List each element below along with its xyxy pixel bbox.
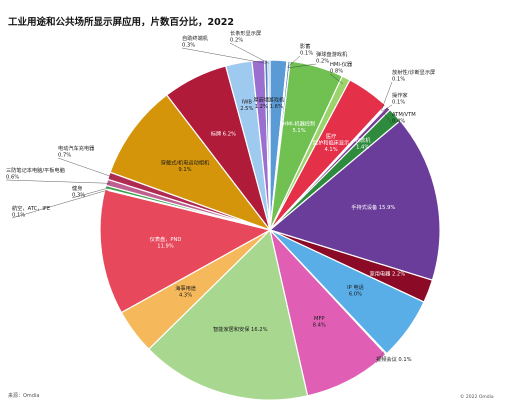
slice-label-8: 操作家 0.1% (392, 91, 408, 106)
leader-line-28 (229, 42, 270, 64)
slice-label-5: HMI-仪器 0.8% (330, 61, 353, 75)
leader-line-14 (375, 351, 385, 364)
slice-label-23: 穿戴式/机电运动相机 9.1% (161, 159, 210, 174)
slice-label-18: 仪表盘，PND 11.9% (150, 235, 182, 250)
leader-line-22 (57, 157, 113, 178)
chart-title: 工业用途和公共场所显示屏应用，片数百分比，2022 (8, 17, 234, 28)
slice-label-6: 医疗监护和临床显示 4.1% (313, 132, 349, 153)
leader-line-7 (381, 81, 393, 111)
slice-label-1: 游戏机 1.6% (269, 95, 285, 110)
pie-slices (99, 59, 441, 401)
slice-label-21: 三防笔记本电脑/平板电脑 0.6% (6, 166, 65, 181)
slice-label-27: 自助终端机 0.3% (182, 34, 209, 49)
slice-label-13: IP 电话 6.0% (347, 283, 364, 298)
leader-line-27 (181, 47, 267, 64)
leader-line-21 (5, 179, 111, 184)
slice-label-24: 标牌 6.2% (211, 129, 236, 137)
leader-line-8 (381, 104, 393, 112)
leader-line-2 (286, 55, 301, 68)
slice-label-16: 智能家居和安保 16.2% (213, 325, 268, 333)
pie-slice-23 (109, 94, 272, 232)
slice-label-14: 视频会议 0.1% (376, 355, 412, 363)
leader-line-9 (383, 112, 393, 125)
leader-line-3 (288, 63, 317, 69)
slice-label-3: 弹球盘游戏机 0.2% (316, 50, 348, 65)
pie-slice-16 (147, 228, 309, 401)
slice-label-28: 长条形显示屏 0.2% (230, 29, 261, 44)
copyright-note: © 2022 Omdia (460, 395, 494, 400)
leader-lines (5, 42, 393, 364)
leader-line-5 (329, 73, 344, 85)
pie-slice-28 (267, 59, 271, 231)
slice-label-2: 影蓄 0.1% (300, 42, 313, 57)
slice-label-17: 海事用途 4.3% (175, 284, 197, 299)
source-note: 来源：Omdia (8, 393, 40, 399)
leader-line-19 (11, 189, 109, 219)
slice-label-25: IWB 2.5% (240, 99, 253, 112)
slice-label-11: 手持式设备 15.9% (351, 203, 395, 211)
slice-label-19: 航空，ATC，IFE 0.1% (12, 204, 50, 219)
leader-line-20 (71, 187, 109, 199)
slice-label-9: ATM/VTM 0.4% (392, 112, 416, 125)
slice-labels: 游戏机 1.6% 影蓄 0.1% 弹球盘游戏机 0.2% HMI-机器控制 5.1% HMI-仪… (6, 29, 435, 363)
slice-label-12: 家用电器 2.2% (370, 269, 406, 277)
slice-label-7: 放射性/诊断显示屏 0.1% (392, 68, 435, 83)
pie-slice-11 (268, 119, 441, 281)
slice-label-4: HMI-机器控制 5.1% (283, 120, 316, 135)
pie-slice-18 (99, 188, 272, 314)
slice-label-26: 厚嵌墙 1.2% (254, 95, 270, 110)
slice-label-22: 电动汽车充电器 0.7% (58, 144, 95, 159)
slice-label-20: 健身 0.3% (72, 184, 85, 199)
slice-label-15: MFP 8.4% (313, 316, 326, 329)
pie-slice-15 (268, 227, 387, 397)
slice-label-10: 收款机 1.4% (355, 136, 371, 151)
